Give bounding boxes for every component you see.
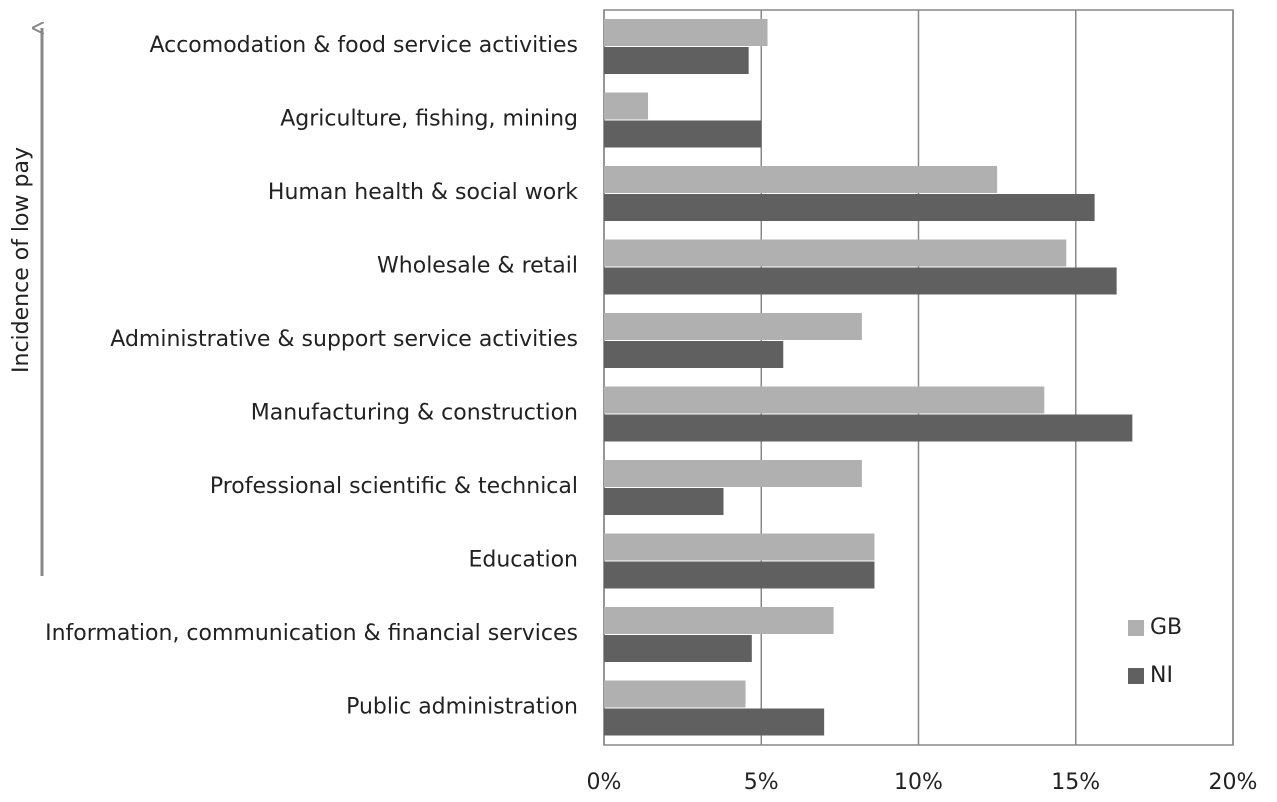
bar <box>604 460 862 487</box>
bar <box>604 635 752 662</box>
x-tick-label: 10% <box>894 770 943 795</box>
bar <box>604 386 1045 414</box>
y-tick-label: Human health & social work <box>268 180 578 205</box>
bar <box>604 341 784 368</box>
bar <box>604 708 825 736</box>
y-tick-label: Public administration <box>346 695 578 720</box>
bar <box>604 166 998 193</box>
y-tick-label: Education <box>468 548 578 573</box>
plot-frame <box>603 9 1234 746</box>
bar <box>604 414 1133 442</box>
x-tick-label: 5% <box>744 770 779 795</box>
y-tick-label: Professional scientific & technical <box>210 474 578 499</box>
y-tick-label: Manufacturing & construction <box>251 401 578 426</box>
x-tick-label: 15% <box>1051 770 1100 795</box>
y-tick-label: Agriculture, fishing, mining <box>280 107 578 132</box>
x-tick-label: 20% <box>1209 770 1258 795</box>
bar <box>604 194 1095 221</box>
legend-swatch <box>1128 620 1144 636</box>
y-tick-label: Accomodation & food service activities <box>149 33 578 58</box>
y-axis-label: Incidence of low pay <box>9 147 34 373</box>
bar <box>604 120 762 148</box>
bar <box>604 313 862 340</box>
legend-label: GB <box>1150 615 1182 640</box>
bar <box>604 533 875 561</box>
y-tick-label: Information, communication & financial s… <box>45 621 578 646</box>
bar <box>604 680 746 708</box>
bar <box>604 239 1067 267</box>
legend-label: NI <box>1150 663 1173 688</box>
bar <box>604 92 649 120</box>
y-tick-label: Administrative & support service activit… <box>110 327 578 352</box>
bar <box>604 267 1117 295</box>
bar <box>604 47 749 74</box>
bar <box>604 561 875 589</box>
legend-swatch <box>1128 668 1144 684</box>
bar <box>604 19 768 46</box>
bar <box>604 607 834 634</box>
bar <box>604 488 724 515</box>
y-tick-label: Wholesale & retail <box>377 254 578 279</box>
x-tick-label: 0% <box>587 770 622 795</box>
